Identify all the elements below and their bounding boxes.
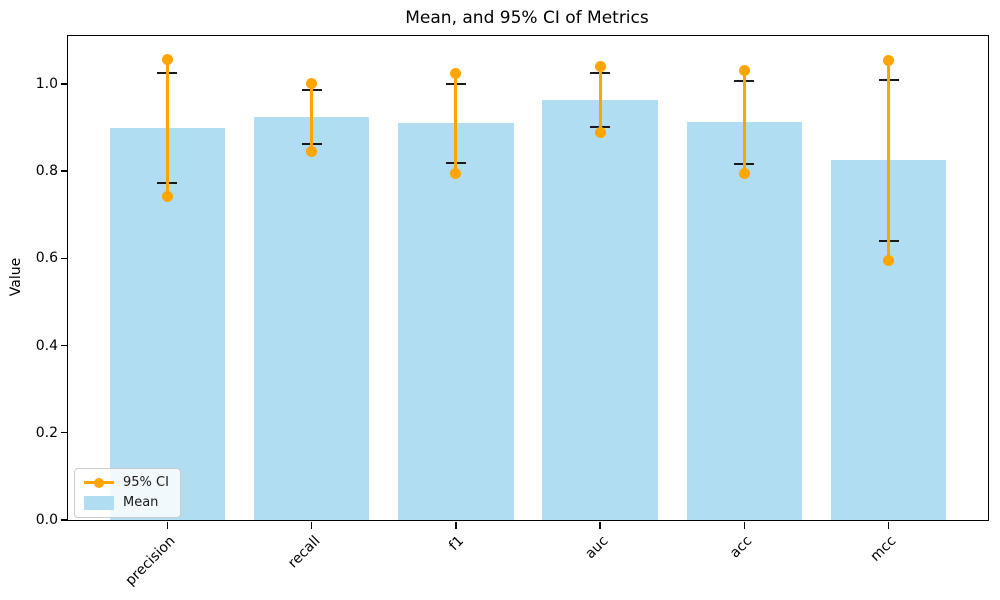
x-tick (455, 522, 457, 529)
ci-line-swatch-icon (84, 477, 114, 488)
x-tick (166, 522, 169, 529)
bar-auc (542, 100, 658, 520)
ci-dot-high-acc (738, 65, 750, 77)
x-tick-label-mcc: mcc (867, 533, 900, 565)
x-tick-label-f1: f1 (446, 533, 468, 555)
ci-errorbar-line-precision (165, 59, 169, 197)
legend-item-ci: 95% CI (84, 475, 169, 490)
y-tick (61, 344, 68, 347)
y-tick-label: 0.8 (35, 163, 58, 180)
x-tick-label-auc: auc (582, 533, 612, 563)
y-tick-label: 0.0 (35, 512, 58, 528)
ci-dot-high-recall (306, 78, 318, 90)
bar-acc (686, 121, 802, 520)
x-tick (599, 522, 601, 529)
legend: 95% CI Mean (74, 468, 181, 518)
ci-errorbar-line-mcc (887, 60, 890, 261)
x-tick-label-acc: acc (727, 533, 756, 562)
bar-f1 (398, 122, 514, 520)
ci-errorbar-line-auc (598, 66, 602, 133)
y-tick (61, 432, 68, 434)
y-tick-label: 0.6 (35, 250, 58, 267)
x-tick-label-recall: recall (284, 533, 324, 572)
ci-dot-low-precision (161, 190, 173, 202)
y-tick (61, 170, 68, 172)
ci-dot-high-mcc (883, 55, 894, 67)
ci-dot-high-auc (594, 61, 606, 73)
y-tick (61, 257, 68, 260)
ci-dot-low-acc (738, 168, 750, 180)
legend-item-mean: Mean (84, 495, 169, 510)
x-tick (743, 522, 745, 529)
ci-dot-low-auc (594, 127, 606, 139)
ci-dot-icon (94, 477, 104, 488)
legend-label-mean: Mean (123, 495, 159, 510)
ci-dot-high-precision (161, 53, 173, 65)
x-tick (887, 522, 890, 529)
ci-dot-high-f1 (450, 68, 462, 80)
ci-errorbar-line-acc (742, 70, 746, 174)
x-tick (310, 522, 313, 529)
y-tick-label: 1.0 (35, 75, 58, 92)
ci-errorbar-line-f1 (454, 73, 458, 174)
chart-title: Mean, and 95% CI of Metrics (405, 8, 649, 28)
x-tick-label-precision: precision (122, 533, 179, 589)
y-tick-label: 0.4 (35, 337, 58, 354)
ci-errorbar-line-recall (310, 83, 314, 152)
plot-area: 0.0 0.2 0.4 0.6 0.8 1.0 precision recall f1 auc ac… (36, 35, 989, 589)
ci-dot-low-mcc (883, 254, 894, 266)
ci-dot-low-recall (306, 145, 318, 157)
y-tick-label: 0.2 (35, 424, 58, 441)
ci-dot-low-f1 (450, 168, 462, 180)
y-tick (61, 83, 68, 85)
legend-label-ci: 95% CI (123, 475, 169, 490)
y-tick (61, 519, 68, 521)
bar-recall (254, 117, 370, 520)
mean-patch-swatch-icon (84, 495, 114, 510)
